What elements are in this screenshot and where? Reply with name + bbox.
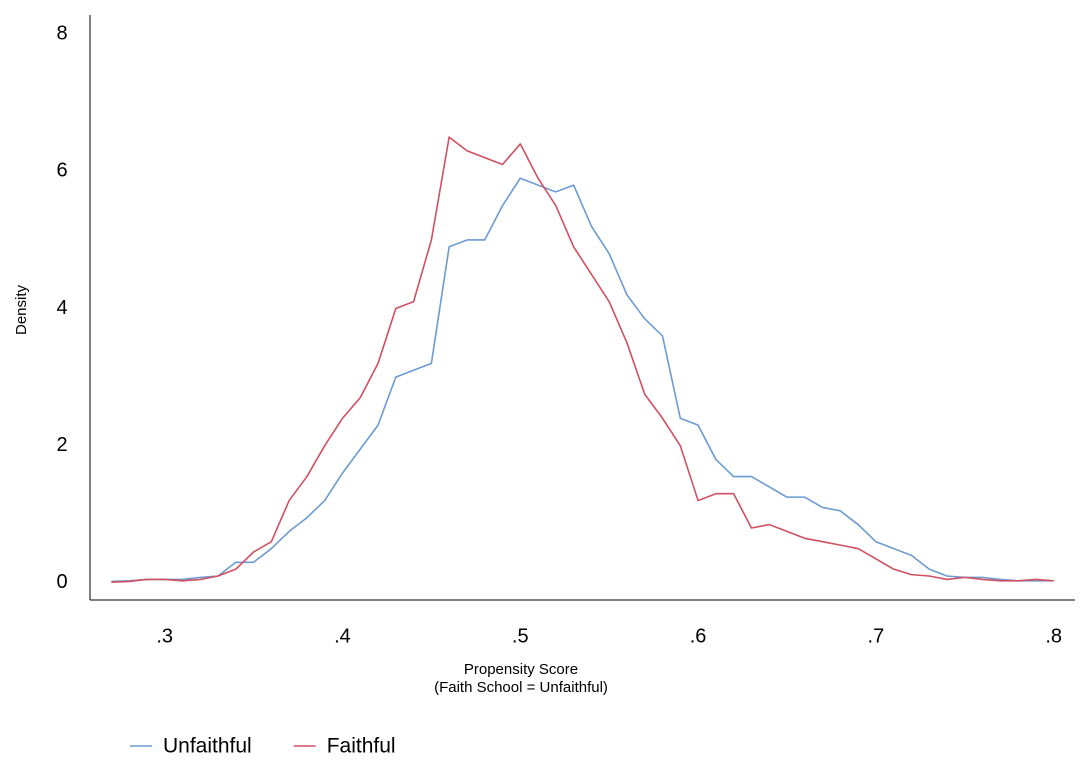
x-tick-label: .3 — [156, 625, 173, 647]
y-tick-label: 6 — [56, 160, 67, 182]
series-line — [111, 177, 1054, 583]
x-tick-label: .5 — [512, 625, 529, 647]
x-tick-label: .7 — [868, 625, 885, 647]
x-tick-label: .8 — [1045, 625, 1062, 647]
y-tick-label: 0 — [56, 571, 67, 593]
legend-label: Faithful — [327, 735, 396, 758]
series-line — [111, 136, 1054, 583]
y-axis-label: Density — [13, 284, 30, 335]
y-tick-label: 8 — [56, 22, 67, 44]
y-tick-label: 4 — [56, 297, 67, 319]
x-tick-label: .6 — [690, 625, 707, 647]
y-tick-label: 2 — [56, 434, 67, 456]
x-tick-label: .4 — [334, 625, 351, 647]
legend-label: Unfaithful — [163, 735, 252, 758]
x-axis-label: Propensity Score — [464, 661, 578, 678]
x-axis-note: (Faith School = Unfaithful) — [434, 679, 608, 696]
